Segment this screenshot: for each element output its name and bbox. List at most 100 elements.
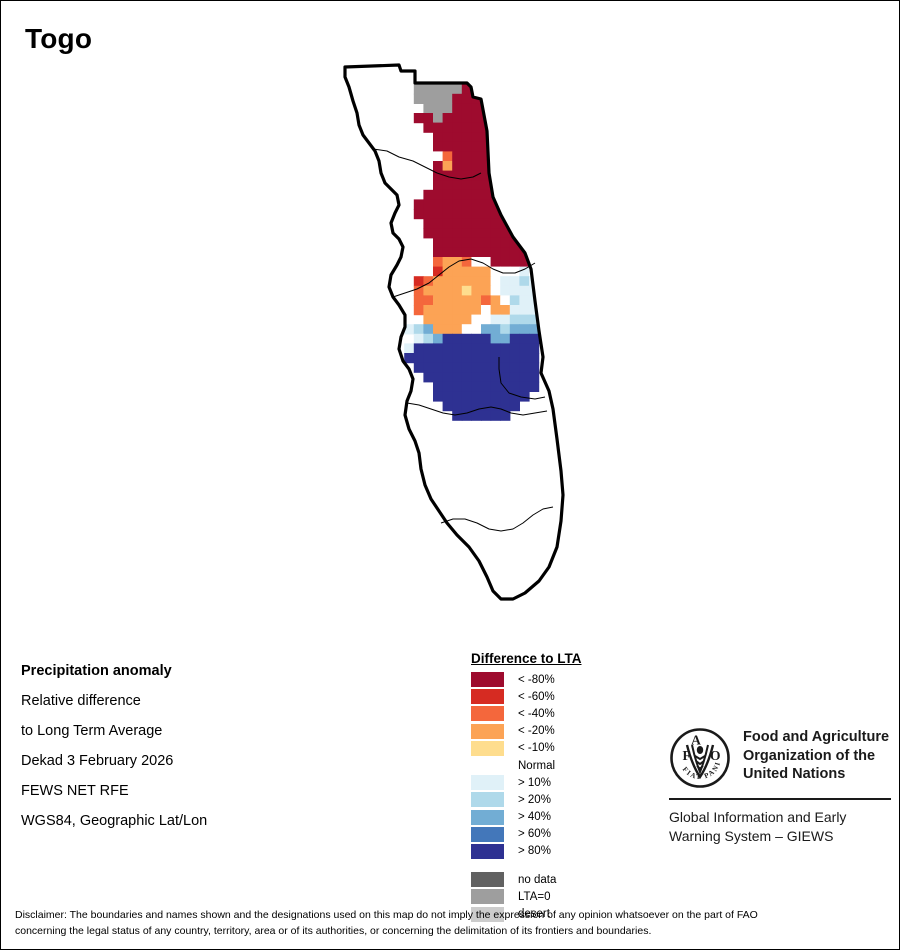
legend-entry-swatch-8 [471,809,504,825]
anomaly-cell [538,305,549,316]
anomaly-cell [461,141,472,152]
anomaly-cell [423,209,434,220]
anomaly-cell [442,218,453,229]
anomaly-cell [481,151,492,162]
legend-status-0[interactable]: no data [471,871,651,888]
anomaly-cell [490,381,501,392]
legend-entry-8[interactable]: > 40% [471,809,651,826]
anomaly-cell [471,381,482,392]
anomaly-cell [519,314,530,325]
anomaly-cell [433,391,444,402]
anomaly-cell [500,247,511,258]
anomaly-cell [481,333,492,344]
anomaly-cell [461,372,472,383]
anomaly-cell [461,353,472,364]
anomaly-cell [519,161,530,172]
anomaly-cell [519,257,530,268]
anomaly-cell [452,324,463,335]
anomaly-cell [452,391,463,402]
legend-entry-list: < -80% < -60% < -40% < -20% < -10% Normal > 10… [471,671,651,860]
legend-status-label-2: desert [518,908,550,921]
anomaly-cell [500,161,511,172]
anomaly-cell [529,189,540,200]
fao-divider [669,798,891,800]
legend-entry-swatch-0 [471,672,504,688]
anomaly-cell [461,266,472,277]
legend-entry-2[interactable]: < -40% [471,705,651,722]
legend-status-swatch-1 [471,889,504,905]
legend-entry-10[interactable]: > 80% [471,843,651,860]
legend-status-1[interactable]: LTA=0 [471,888,651,905]
description-line-5: FEWS NET RFE [21,783,129,799]
anomaly-cell [538,247,549,258]
anomaly-cell [433,381,444,392]
anomaly-cell [529,305,540,316]
anomaly-cell [519,122,530,133]
anomaly-cell [529,113,540,124]
legend-entry-6[interactable]: > 10% [471,774,651,791]
anomaly-cell [433,161,444,172]
anomaly-cell [490,113,501,124]
anomaly-cell [509,209,520,220]
anomaly-cell [442,333,453,344]
anomaly-cell [452,410,463,421]
anomaly-cell [500,381,511,392]
anomaly-cell [490,362,501,373]
anomaly-cell [509,391,520,402]
anomaly-cell [452,199,463,210]
anomaly-cell [442,161,453,172]
anomaly-cell [452,266,463,277]
anomaly-cell [433,228,444,239]
anomaly-cell [481,295,492,306]
anomaly-cell [481,410,492,421]
legend-entry-swatch-9 [471,826,504,842]
anomaly-cell [481,228,492,239]
anomaly-cell [509,372,520,383]
anomaly-cell [452,362,463,373]
anomaly-cell [529,180,540,191]
anomaly-cell [490,122,501,133]
anomaly-cell [538,295,549,306]
anomaly-cell [490,65,501,76]
anomaly-cell [481,247,492,258]
anomaly-cell [423,228,434,239]
anomaly-cell [471,237,482,248]
anomaly-cell [519,333,530,344]
anomaly-cell [442,93,453,104]
anomaly-cell [519,372,530,383]
anomaly-cell [481,343,492,354]
anomaly-cell [509,257,520,268]
anomaly-cell [490,84,501,95]
fao-logo-icon: F A O FIAT PANIS [666,721,731,789]
legend-entry-7[interactable]: > 20% [471,791,651,808]
anomaly-cell [442,343,453,354]
anomaly-cell [519,180,530,191]
anomaly-cell [423,343,434,354]
anomaly-cell [442,189,453,200]
legend-entry-0[interactable]: < -80% [471,671,651,688]
anomaly-cell [471,228,482,239]
legend-entry-3[interactable]: < -20% [471,723,651,740]
anomaly-cell [433,237,444,248]
anomaly-cell [509,237,520,248]
legend-entry-1[interactable]: < -60% [471,688,651,705]
legend-entry-4[interactable]: < -10% [471,740,651,757]
anomaly-cell [481,276,492,287]
anomaly-cell [509,285,520,296]
legend-entry-label-3: < -20% [518,725,555,738]
anomaly-cell [452,141,463,152]
choropleth-map[interactable] [1,1,899,641]
legend-status-2[interactable]: desert [471,905,651,922]
legend-entry-9[interactable]: > 60% [471,826,651,843]
anomaly-cell [433,103,444,114]
anomaly-cell [500,257,511,268]
anomaly-cell [490,161,501,172]
anomaly-cell [423,84,434,95]
anomaly-cell [461,401,472,412]
anomaly-cell [423,122,434,133]
anomaly-cell [500,324,511,335]
anomaly-cell [452,151,463,162]
anomaly-cell [461,362,472,373]
legend-entry-5[interactable]: Normal [471,757,651,774]
anomaly-cell [538,266,549,277]
